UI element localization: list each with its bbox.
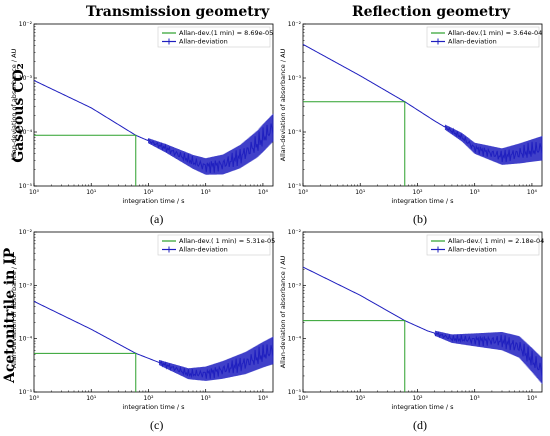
y-tick-label: 10⁻⁴ (19, 336, 33, 343)
y-axis-label: Allan-deviation of absorbance / AU (10, 255, 18, 368)
y-tick-label: 10⁻² (19, 21, 33, 28)
column-title-reflection: Reflection geometry (352, 4, 511, 20)
y-tick-label: 10⁻² (288, 21, 302, 28)
y-tick-label: 10⁻³ (19, 282, 33, 289)
x-axis-label: integration time / s (122, 403, 185, 411)
panel-label-c: (c) (150, 418, 164, 432)
panel-label-d: (d) (413, 418, 427, 432)
x-tick-label: 10⁰ (29, 189, 40, 196)
x-tick-label: 10⁰ (298, 189, 309, 196)
x-tick-label: 10⁴ (527, 189, 538, 196)
y-tick-label: 10⁻⁴ (288, 336, 302, 343)
legend-label-allan: Allan-deviation (448, 38, 497, 46)
x-axis-label: integration time / s (122, 197, 185, 205)
y-tick-label: 10⁻⁵ (288, 389, 302, 396)
x-tick-label: 10¹ (355, 395, 366, 402)
y-tick-label: 10⁻² (19, 229, 33, 236)
plot-frame (302, 231, 543, 393)
allan-dev-1min-marker (34, 134, 137, 186)
x-tick-label: 10⁴ (258, 395, 269, 402)
x-tick-label: 10⁴ (527, 395, 538, 402)
x-tick-label: 10² (412, 395, 423, 402)
legend-label-1min: Allan-dev.(1 min) = 3.64e-04 (448, 29, 542, 37)
legend-label-1min: Allan-dev.( 1 min) = 2.18e-04 (448, 237, 544, 245)
allan-deviation-curve (302, 266, 543, 378)
x-tick-label: 10² (412, 189, 423, 196)
plot-frame (33, 23, 274, 187)
y-tick-label: 10⁻³ (19, 75, 33, 82)
y-tick-label: 10⁻⁵ (19, 389, 33, 396)
x-tick-label: 10¹ (86, 395, 97, 402)
allan-deviation-curve (302, 43, 543, 163)
allan-deviation-curve (33, 300, 274, 379)
x-tick-label: 10² (143, 189, 154, 196)
plot-frame (302, 23, 543, 187)
x-tick-label: 10⁰ (29, 395, 40, 402)
y-tick-label: 10⁻⁴ (19, 129, 33, 136)
x-tick-label: 10¹ (355, 189, 366, 196)
x-tick-label: 10³ (201, 189, 212, 196)
x-axis-label: integration time / s (391, 197, 454, 205)
legend-box (157, 234, 271, 256)
column-title-transmission: Transmission geometry (86, 4, 270, 20)
legend-label-allan: Allan-deviation (448, 246, 497, 254)
y-tick-label: 10⁻⁵ (19, 183, 33, 190)
legend-label-1min: Allan-dev.(1 min) = 8.69e-05 (179, 29, 273, 37)
y-tick-label: 10⁻⁴ (288, 129, 302, 136)
y-axis-label: Allan-deviation of absorbance / AU (10, 48, 18, 161)
legend-label-allan: Allan-deviation (179, 38, 228, 46)
x-tick-label: 10⁰ (298, 395, 309, 402)
legend-box (426, 26, 540, 48)
panel-label-b: (b) (413, 212, 427, 226)
y-tick-label: 10⁻² (288, 229, 302, 236)
allan-dev-1min-marker (34, 352, 137, 392)
allan-dev-1min-marker (303, 320, 406, 392)
plot-frame (33, 231, 274, 393)
y-tick-label: 10⁻⁵ (288, 183, 302, 190)
x-axis-label: integration time / s (391, 403, 454, 411)
legend-box (426, 234, 540, 256)
y-tick-label: 10⁻³ (288, 75, 302, 82)
allan-deviation-curve (33, 80, 274, 174)
x-tick-label: 10³ (470, 395, 481, 402)
allan-dev-1min-marker (303, 101, 406, 186)
x-tick-label: 10³ (470, 189, 481, 196)
x-tick-label: 10¹ (86, 189, 97, 196)
y-axis-label: Allan-deviation of absorbance / AU (279, 255, 287, 368)
x-tick-label: 10³ (201, 395, 212, 402)
legend-label-allan: Allan-deviation (179, 246, 228, 254)
y-tick-label: 10⁻³ (288, 282, 302, 289)
panel-label-a: (a) (150, 212, 164, 226)
x-tick-label: 10² (143, 395, 154, 402)
y-axis-label: Allan-deviation of absorbance / AU (279, 48, 287, 161)
legend-box (157, 26, 271, 48)
x-tick-label: 10⁴ (258, 189, 269, 196)
legend-label-1min: Allan-dev.( 1 min) = 5.31e-05 (179, 237, 275, 245)
